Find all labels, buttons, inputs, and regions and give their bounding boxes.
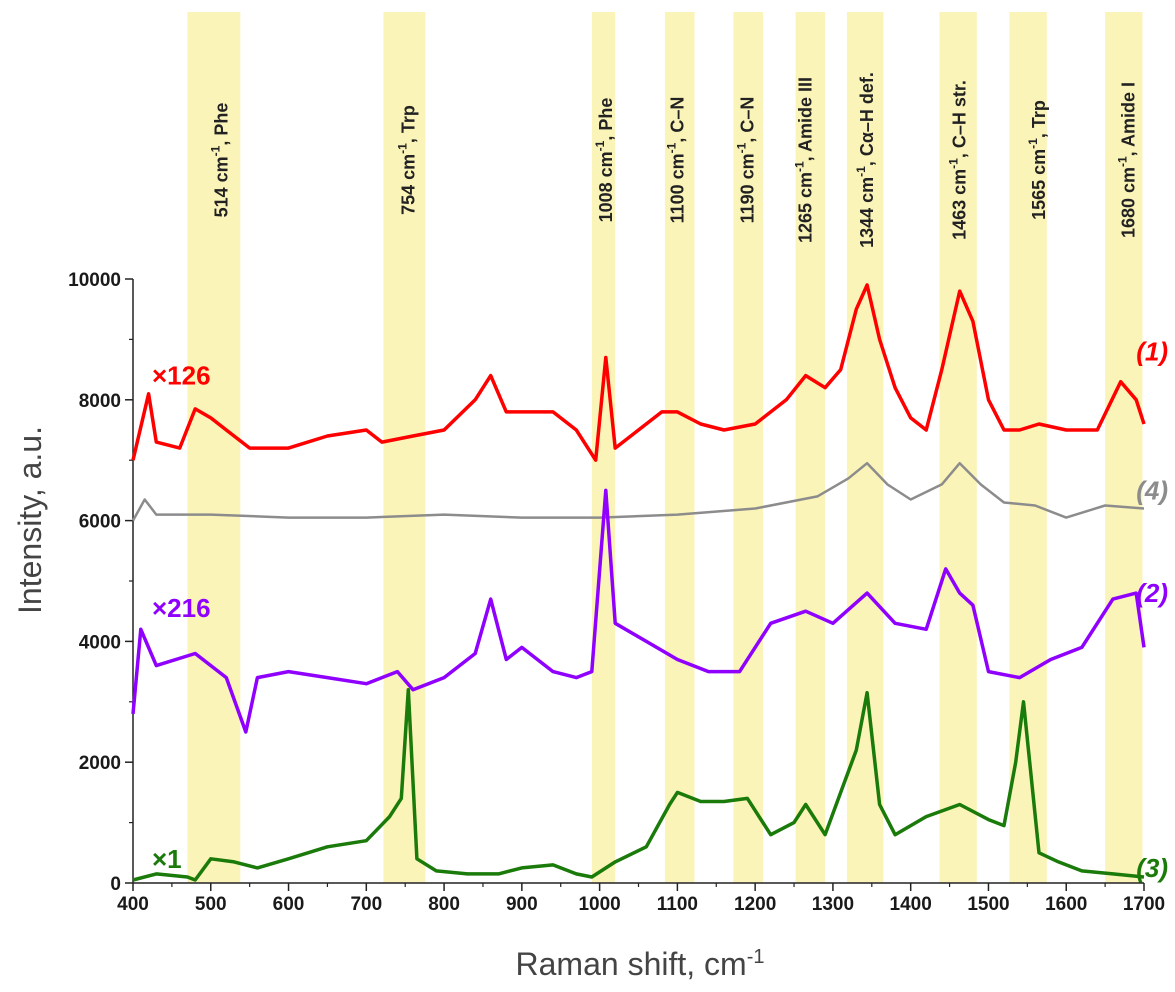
y-tick-label-10000: 10000 — [68, 270, 121, 291]
band-label-1265: 1265 cm-1, Amide III — [793, 77, 816, 243]
band-514 — [187, 12, 241, 883]
x-tick-label-400: 400 — [117, 894, 149, 915]
y-tick-label-2000: 2000 — [79, 753, 121, 774]
x-tick-label-500: 500 — [195, 894, 227, 915]
band-1680 — [1105, 12, 1143, 883]
series-tag-2: (2) — [1136, 578, 1168, 608]
band-label-1190: 1190 cm-1, C–N — [734, 97, 757, 224]
x-tick-label-700: 700 — [350, 894, 382, 915]
band-label-1008: 1008 cm-1, Phe — [593, 98, 616, 223]
y-tick-label-8000: 8000 — [79, 391, 121, 412]
band-1100 — [664, 12, 695, 883]
band-label-514: 514 cm-1, Phe — [209, 103, 232, 218]
band-labels: 514 cm-1, Phe 754 cm-1, Trp 1008 cm-1, Phe… — [209, 72, 1139, 248]
x-tick-label-900: 900 — [506, 894, 538, 915]
band-label-754: 754 cm-1, Trp — [395, 105, 418, 215]
x-tick-label-1200: 1200 — [734, 894, 776, 915]
band-1463 — [939, 12, 977, 883]
series-line-2 — [131, 488, 1146, 734]
series-line-3 — [132, 687, 1145, 882]
x-tick-label-1700: 1700 — [1123, 894, 1165, 915]
y-tick-label-4000: 4000 — [79, 632, 121, 653]
x-tick-label-1600: 1600 — [1045, 894, 1087, 915]
x-tick-label-1500: 1500 — [967, 894, 1009, 915]
y-axis-title: Intensity, a.u. — [12, 426, 48, 614]
x-tick-label-1100: 1100 — [657, 894, 698, 915]
y-tick-label-6000: 6000 — [79, 512, 121, 533]
series-line-4 — [131, 461, 1145, 522]
series-tag-1: (1) — [1136, 336, 1168, 366]
axes: 400 500 600 700 800 900 1000 1100 1200 1300 1400 15… — [68, 270, 1165, 915]
x-tick-label-1000: 1000 — [578, 894, 620, 915]
band-1344 — [846, 12, 884, 883]
band-label-1565: 1565 cm-1, Trp — [1026, 100, 1049, 220]
band-label-1680: 1680 cm-1, Amide I — [1115, 82, 1138, 238]
x-axis-title: Raman shift, cm-1 — [516, 946, 765, 982]
x-tick-label-1300: 1300 — [812, 894, 854, 915]
scale-label-1: ×126 — [152, 361, 211, 391]
band-label-1100: 1100 cm-1, C–N — [664, 97, 687, 224]
scale-label-2: ×216 — [152, 593, 211, 623]
band-1190 — [733, 12, 763, 883]
y-tick-label-0: 0 — [110, 874, 121, 895]
band-1008 — [591, 12, 616, 883]
x-tick-label-1400: 1400 — [890, 894, 932, 915]
band-label-1344: 1344 cm-1, Cα–H def. — [854, 72, 877, 248]
x-tick-label-800: 800 — [428, 894, 460, 915]
series-lines — [131, 283, 1146, 882]
series-tag-3: (3) — [1136, 853, 1168, 883]
series-line-1 — [131, 283, 1146, 462]
scale-label-3: ×1 — [152, 844, 182, 874]
x-tick-label-600: 600 — [273, 894, 305, 915]
series-tag-4: (4) — [1136, 475, 1168, 505]
band-1265 — [795, 12, 826, 883]
series-tags: (1) ×126 (4) (2) ×216 (3) ×1 — [152, 336, 1168, 882]
band-label-1463: 1463 cm-1, C–H str. — [947, 80, 970, 240]
